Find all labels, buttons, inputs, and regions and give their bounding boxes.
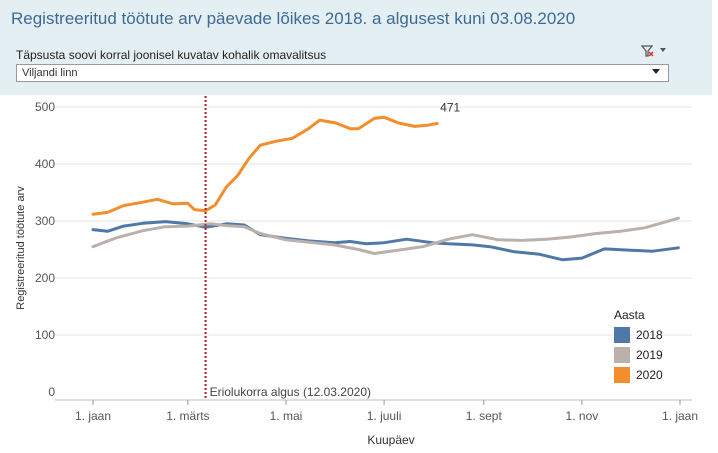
x-axis-label: Kuupäev xyxy=(367,433,414,447)
filter-panel: Registreeritud töötute arv päevade lõike… xyxy=(0,0,712,95)
legend-swatch xyxy=(614,367,630,383)
end-value-label: 471 xyxy=(440,101,460,115)
x-tick-label: 1. nov xyxy=(566,409,599,423)
x-tick-label: 1. jaan xyxy=(662,409,698,423)
series-line-2018 xyxy=(91,220,680,262)
y-tick-label: 0 xyxy=(48,385,55,399)
legend-swatch xyxy=(614,347,630,363)
x-tick-label: 1. mai xyxy=(270,409,303,423)
legend-swatch xyxy=(614,327,630,343)
x-tick-label: 1. märts xyxy=(166,409,209,423)
legend-label: 2019 xyxy=(636,348,663,362)
y-tick-label: 200 xyxy=(35,271,55,285)
municipality-select[interactable]: Viljandi linn xyxy=(16,64,669,82)
legend-title: Aasta xyxy=(614,308,645,322)
legend-label: 2018 xyxy=(636,328,663,342)
legend-label: 2020 xyxy=(636,368,663,382)
page-title: Registreeritud töötute arv päevade lõike… xyxy=(11,9,576,28)
y-tick-label: 500 xyxy=(35,100,55,114)
filter-label: Täpsusta soovi korral joonisel kuvatav k… xyxy=(16,48,327,62)
x-tick-label: 1. jaan xyxy=(75,409,111,423)
dropdown-caret-icon xyxy=(660,48,666,52)
municipality-select-value: Viljandi linn xyxy=(22,67,78,79)
y-tick-label: 300 xyxy=(35,214,55,228)
x-tick-label: 1. juuli xyxy=(367,409,402,423)
series-line-2020 xyxy=(91,115,439,216)
y-tick-label: 100 xyxy=(35,328,55,342)
y-axis-label: Registreeritud töötute arv xyxy=(15,186,27,310)
y-tick-label: 400 xyxy=(35,157,55,171)
reference-line-label: Eriolukorra algus (12.03.2020) xyxy=(210,385,371,399)
clear-filter-icon[interactable] xyxy=(641,44,669,58)
series-line-2019 xyxy=(91,216,680,255)
chevron-down-icon[interactable] xyxy=(652,69,660,74)
x-tick-label: 1. sept xyxy=(466,409,503,423)
